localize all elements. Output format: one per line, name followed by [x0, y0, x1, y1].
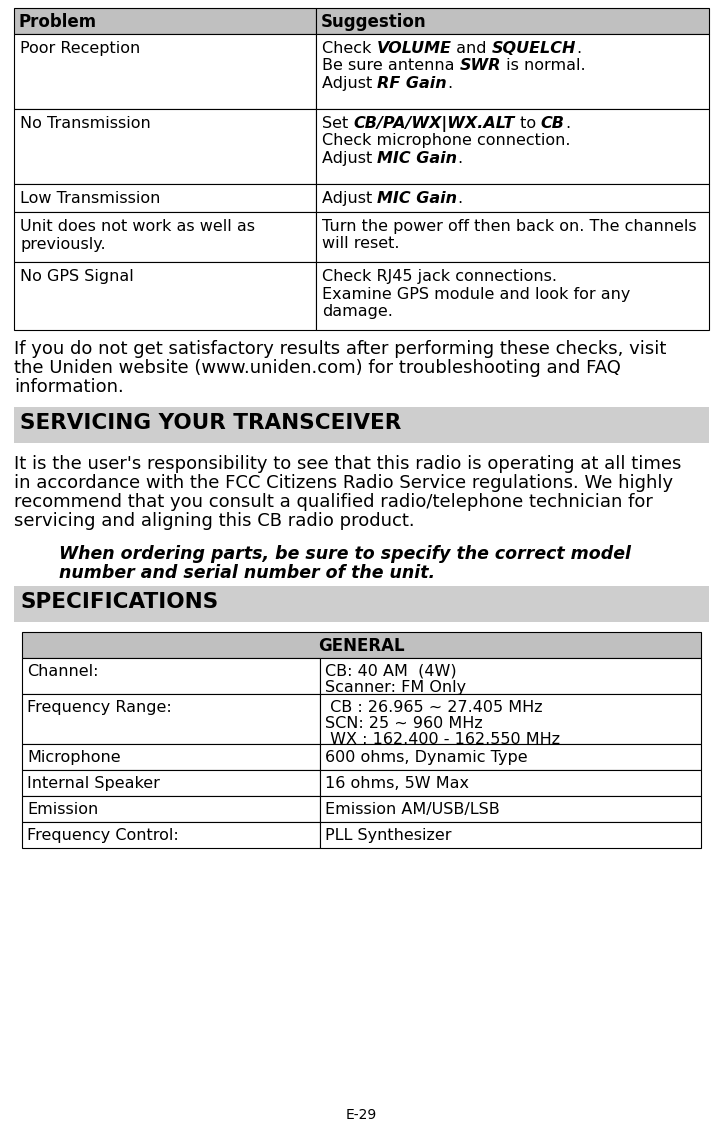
Text: Turn the power off then back on. The channels: Turn the power off then back on. The cha…: [322, 219, 697, 234]
Bar: [14, 212, 316, 262]
Text: If you do not get satisfactory results after performing these checks, visit: If you do not get satisfactory results a…: [14, 339, 667, 359]
Text: Emission: Emission: [27, 803, 98, 817]
Text: damage.: damage.: [322, 303, 393, 319]
Text: WX : 162.400 - 162.550 MHz: WX : 162.400 - 162.550 MHz: [325, 732, 560, 747]
Text: servicing and aligning this CB radio product.: servicing and aligning this CB radio pro…: [14, 513, 414, 531]
Text: .: .: [458, 151, 463, 166]
Text: VOLUME: VOLUME: [377, 40, 451, 56]
Text: Adjust: Adjust: [322, 191, 377, 206]
Text: MIC Gain: MIC Gain: [377, 191, 458, 206]
Text: SCN: 25 ~ 960 MHz: SCN: 25 ~ 960 MHz: [325, 716, 483, 731]
Text: Check microphone connection.: Check microphone connection.: [322, 134, 570, 148]
Text: MIC Gain: MIC Gain: [377, 151, 458, 166]
Text: 16 ohms, 5W Max: 16 ohms, 5W Max: [325, 776, 469, 791]
Text: Examine GPS module and look for any: Examine GPS module and look for any: [322, 287, 630, 301]
Text: Frequency Control:: Frequency Control:: [27, 828, 179, 843]
Text: Unit does not work as well as: Unit does not work as well as: [20, 219, 255, 234]
Text: .: .: [576, 40, 581, 56]
Bar: [22, 694, 320, 744]
Bar: [14, 262, 316, 330]
Text: .: .: [565, 116, 570, 132]
Text: and: and: [451, 40, 492, 56]
Text: Be sure antenna: Be sure antenna: [322, 58, 460, 73]
Bar: [22, 632, 701, 658]
Text: Set: Set: [322, 116, 354, 132]
Text: When ordering parts, be sure to specify the correct model: When ordering parts, be sure to specify …: [59, 545, 631, 563]
Text: Scanner: FM Only: Scanner: FM Only: [325, 680, 466, 695]
Text: GENERAL: GENERAL: [318, 637, 405, 655]
Bar: [22, 770, 320, 796]
Text: Internal Speaker: Internal Speaker: [27, 776, 160, 791]
Text: CB: 40 AM  (4W): CB: 40 AM (4W): [325, 664, 457, 679]
Text: previously.: previously.: [20, 236, 106, 252]
Text: Low Transmission: Low Transmission: [20, 191, 161, 206]
Bar: [320, 822, 701, 847]
Bar: [316, 109, 709, 184]
Bar: [316, 8, 709, 34]
Bar: [320, 796, 701, 822]
Text: information.: information.: [14, 378, 124, 396]
Bar: [14, 407, 709, 443]
Text: CB: CB: [541, 116, 565, 132]
Bar: [316, 262, 709, 330]
Text: .: .: [447, 76, 452, 91]
Text: SQUELCH: SQUELCH: [492, 40, 576, 56]
Text: Channel:: Channel:: [27, 664, 98, 679]
Text: recommend that you consult a qualified radio/telephone technician for: recommend that you consult a qualified r…: [14, 493, 653, 511]
Text: Adjust: Adjust: [322, 76, 377, 91]
Text: Check RJ45 jack connections.: Check RJ45 jack connections.: [322, 269, 557, 284]
Text: RF Gain: RF Gain: [377, 76, 447, 91]
Text: Check: Check: [322, 40, 377, 56]
Bar: [316, 212, 709, 262]
Bar: [14, 586, 709, 622]
Bar: [22, 744, 320, 770]
Text: SWR: SWR: [460, 58, 501, 73]
Text: to: to: [515, 116, 541, 132]
Text: No GPS Signal: No GPS Signal: [20, 269, 134, 284]
Text: No Transmission: No Transmission: [20, 116, 151, 132]
Text: Suggestion: Suggestion: [321, 13, 427, 31]
Text: CB : 26.965 ~ 27.405 MHz: CB : 26.965 ~ 27.405 MHz: [325, 700, 543, 715]
Bar: [22, 822, 320, 847]
Text: in accordance with the FCC Citizens Radio Service regulations. We highly: in accordance with the FCC Citizens Radi…: [14, 474, 673, 492]
Text: will reset.: will reset.: [322, 236, 400, 252]
Bar: [14, 184, 316, 212]
Text: .: .: [458, 191, 463, 206]
Text: 600 ohms, Dynamic Type: 600 ohms, Dynamic Type: [325, 750, 528, 765]
Text: E-29: E-29: [346, 1108, 377, 1122]
Bar: [22, 658, 320, 694]
Bar: [22, 796, 320, 822]
Text: Problem: Problem: [19, 13, 97, 31]
Text: SPECIFICATIONS: SPECIFICATIONS: [20, 592, 218, 611]
Bar: [320, 744, 701, 770]
Bar: [316, 184, 709, 212]
Text: PLL Synthesizer: PLL Synthesizer: [325, 828, 451, 843]
Bar: [320, 658, 701, 694]
Text: SERVICING YOUR TRANSCEIVER: SERVICING YOUR TRANSCEIVER: [20, 413, 401, 433]
Text: number and serial number of the unit.: number and serial number of the unit.: [59, 564, 435, 582]
Text: CB/PA/WX|WX.ALT: CB/PA/WX|WX.ALT: [354, 116, 515, 132]
Bar: [14, 109, 316, 184]
Text: the Uniden website (www.uniden.com) for troubleshooting and FAQ: the Uniden website (www.uniden.com) for …: [14, 359, 621, 377]
Text: Microphone: Microphone: [27, 750, 121, 765]
Text: is normal.: is normal.: [501, 58, 586, 73]
Bar: [14, 34, 316, 109]
Bar: [320, 770, 701, 796]
Text: Emission AM/USB/LSB: Emission AM/USB/LSB: [325, 803, 500, 817]
Text: Poor Reception: Poor Reception: [20, 40, 140, 56]
Text: Frequency Range:: Frequency Range:: [27, 700, 172, 715]
Bar: [320, 694, 701, 744]
Text: It is the user's responsibility to see that this radio is operating at all times: It is the user's responsibility to see t…: [14, 455, 681, 473]
Text: Adjust: Adjust: [322, 151, 377, 166]
Bar: [316, 34, 709, 109]
Bar: [14, 8, 316, 34]
